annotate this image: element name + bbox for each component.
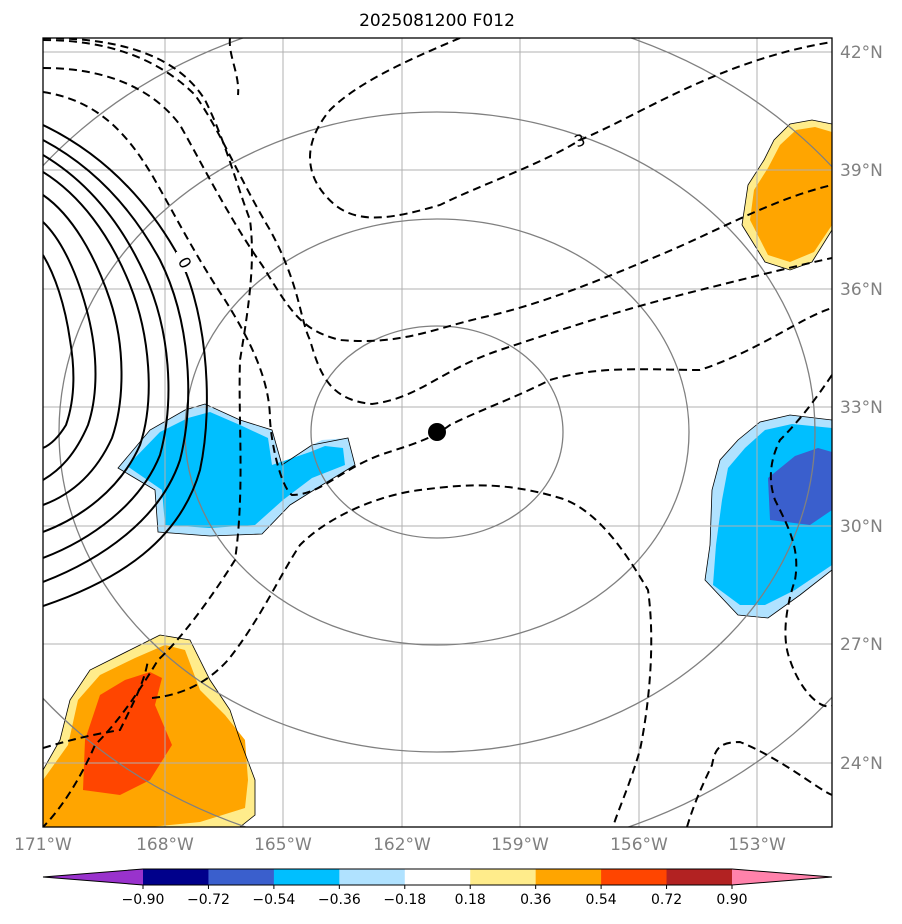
colorbar-segment: [273, 869, 340, 885]
shade-0.54-0.72: [83, 672, 172, 795]
lat-label: 39°N: [840, 161, 883, 181]
colorbar-tick-label: −0.90: [122, 892, 165, 908]
colorbar-outline: [42, 868, 833, 886]
lat-label: 36°N: [840, 280, 883, 300]
solid-contours: [43, 124, 208, 607]
latitude-labels: 42°N 39°N 36°N 33°N 30°N 27°N 24°N: [840, 43, 883, 774]
colorbar-segment: [470, 869, 537, 885]
colorbar-segment: [208, 869, 275, 885]
colorbar-extend-max: [732, 869, 832, 885]
lon-label: 165°W: [254, 835, 312, 855]
negative-anomaly-center-left: [118, 404, 355, 536]
lon-label: 156°W: [610, 835, 668, 855]
colorbar-segment: [339, 869, 406, 885]
lon-label: 171°W: [14, 835, 72, 855]
colorbar-tick-label: 0.90: [716, 892, 747, 908]
contour-label-bg: [176, 252, 194, 272]
colorbar-segment: [535, 869, 602, 885]
lat-label: 30°N: [840, 517, 883, 537]
map-title: 2025081200 F012: [359, 11, 515, 31]
colorbar-segment: [143, 869, 209, 885]
colorbar: −0.90 −0.72 −0.54 −0.36 −0.18 0.18 0.36 0.54 0.7…: [42, 868, 833, 908]
colorbar-extend-min: [43, 869, 143, 885]
shade-neg-0.54: [768, 448, 832, 525]
colorbar-segment: [666, 869, 733, 885]
lon-label: 168°W: [136, 835, 194, 855]
lon-label: 159°W: [491, 835, 549, 855]
shade-neg-0.36: [127, 412, 345, 528]
colorbar-tick-label: −0.36: [318, 892, 361, 908]
colorbar-segment: [601, 869, 668, 885]
map-area: 3 0: [43, 38, 832, 827]
storm-center-marker: [428, 423, 446, 441]
colorbar-segments: [43, 869, 832, 885]
lat-label: 42°N: [840, 43, 883, 63]
positive-anomaly-top-right: [742, 120, 832, 270]
lat-label: 24°N: [840, 754, 883, 774]
colorbar-tick-label: 0.54: [586, 892, 617, 908]
colorbar-tick-label: −0.72: [187, 892, 230, 908]
negative-anomaly-right: [705, 415, 832, 618]
map-frame: [42, 37, 833, 828]
shade-outlines: [43, 119, 832, 827]
colorbar-tick-label: −0.54: [252, 892, 295, 908]
colorbar-tick-label: 0.72: [651, 892, 682, 908]
colorbar-tick-label: 0.18: [455, 892, 486, 908]
dashed-contours: [43, 38, 832, 827]
lat-label: 33°N: [840, 398, 883, 418]
shade-0.36-0.54: [750, 127, 832, 262]
lat-label: 27°N: [840, 635, 883, 655]
colorbar-tick-label: 0.36: [520, 892, 551, 908]
colorbar-segment: [404, 869, 471, 885]
lon-label: 153°W: [728, 835, 786, 855]
longitude-labels: 171°W 168°W 165°W 162°W 159°W 156°W 153°…: [14, 835, 786, 855]
colorbar-tick-label: −0.18: [383, 892, 426, 908]
lon-label: 162°W: [373, 835, 431, 855]
colorbar-ticks: −0.90 −0.72 −0.54 −0.36 −0.18 0.18 0.36 0.54 0.7…: [122, 885, 748, 908]
